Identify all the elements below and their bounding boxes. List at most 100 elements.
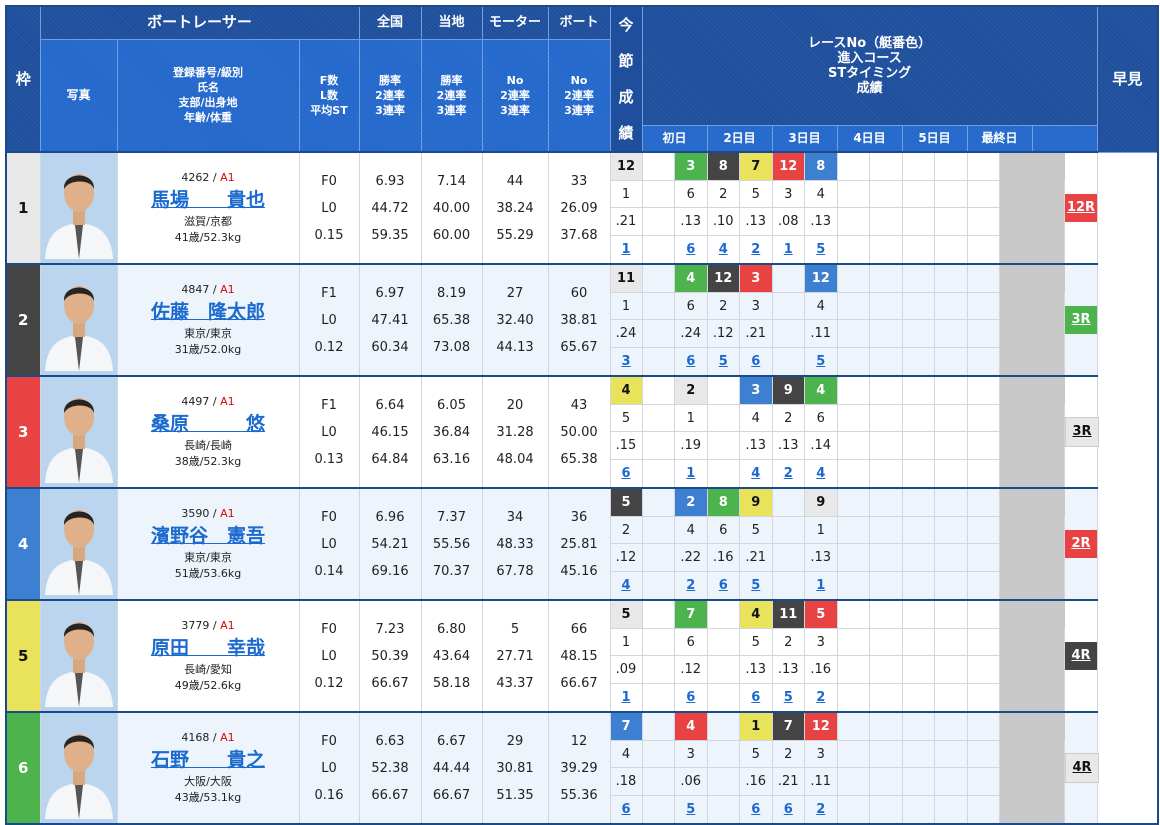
race-result-link[interactable]: 2 [816,802,826,818]
hayami-cell: 3R [1064,375,1099,489]
racer-name-link[interactable]: 石野 貴之 [150,749,265,771]
empty-day-cell [1031,207,1065,237]
local-value: 40.00 [432,200,471,216]
empty-day-cell [1031,431,1065,461]
racer-name-link[interactable]: 馬場 貴也 [150,189,265,211]
empty-cell [901,598,935,629]
race-result-link[interactable]: 6 [686,242,696,258]
empty-cell [934,571,968,601]
hayami-race-button[interactable]: 2R [1065,530,1097,558]
national-value: 60.34 [371,339,409,355]
local-stats: 6.67 44.44 66.67 [420,711,483,825]
race-number: 4 [609,374,643,405]
race-result-link[interactable]: 1 [621,242,631,258]
local-value: 8.19 [437,285,466,301]
empty-cell [771,347,805,377]
racer-name-link[interactable]: 濱野谷 憲吾 [150,525,265,547]
race-result-link[interactable]: 2 [783,466,793,482]
race-number: 11 [609,262,643,293]
empty-day-cell [999,598,1033,629]
st-timing: .12 [609,543,643,573]
empty-cell [706,403,740,433]
entry-course: 5 [739,627,773,657]
motor-value: 51.35 [496,787,534,803]
race-result-link[interactable]: 6 [751,802,761,818]
empty-day-cell [1031,655,1065,685]
race-result-link[interactable]: 5 [816,242,826,258]
empty-cell [901,543,935,573]
race-result-link[interactable]: 5 [816,354,826,370]
fl-stats: F0 L0 0.16 [298,711,360,825]
day-header [1031,124,1098,153]
hayami-race-button[interactable]: 4R [1065,642,1097,670]
entry-course: 4 [674,515,708,545]
empty-cell [934,795,968,825]
empty-cell [934,374,968,405]
race-result-link[interactable]: 3 [621,354,631,370]
race-result-link[interactable]: 6 [686,690,696,706]
race-result-link[interactable]: 4 [816,466,826,482]
fl-stats: F0 L0 0.15 [298,151,360,265]
race-result-link[interactable]: 1 [686,466,696,482]
day-header: 2日目 [706,124,773,153]
branch-birthplace: 大阪/大阪 [184,775,232,788]
motor-value: 55.29 [496,227,534,243]
day-header: 3日目 [771,124,838,153]
h-line: 氏名 [197,81,219,95]
race-result-link[interactable]: 4 [718,242,728,258]
race-result-link[interactable]: 6 [718,578,728,594]
race-result-link[interactable]: 5 [751,578,761,594]
hayami-header: 早見 [1096,5,1159,153]
race-result-link[interactable]: 1 [783,242,793,258]
race-result-link[interactable]: 5 [718,354,728,370]
race-result-link[interactable]: 2 [816,690,826,706]
empty-cell [901,235,935,265]
race-result-link[interactable]: 5 [686,802,696,818]
local-value: 6.80 [437,621,466,637]
race-result-link[interactable]: 6 [621,802,631,818]
race-result-link[interactable]: 4 [621,578,631,594]
race-result-link[interactable]: 6 [783,802,793,818]
hayami-race-button[interactable]: 3R [1065,417,1099,447]
race-result-link[interactable]: 1 [621,690,631,706]
race-result-link[interactable]: 6 [751,354,761,370]
h-line: F数 [319,73,339,87]
racer-name-link[interactable]: 佐藤 隆太郎 [150,301,265,323]
race-result-link[interactable]: 6 [686,354,696,370]
race-result-link[interactable]: 6 [621,466,631,482]
race-result-link[interactable]: 1 [816,578,826,594]
age-weight: 31歳/52.0kg [174,343,242,356]
empty-cell [836,150,870,181]
motor-sub-header: No 2連率 3連率 [481,38,549,153]
national-sub-header: 勝率 2連率 3連率 [358,38,422,153]
racer-info: 4847 / A1 佐藤 隆太郎 東京/東京 31歳/52.0kg [116,263,300,377]
empty-day-cell [999,710,1033,741]
motor-value: 38.24 [496,200,534,216]
hayami-race-button[interactable]: 12R [1065,194,1097,222]
empty-cell [641,655,675,685]
fl-header: F数 L数 平均ST [298,38,360,153]
boat-stats: 36 25.81 45.16 [547,487,611,601]
hayami-race-button[interactable]: 4R [1065,753,1099,783]
racer-name-link[interactable]: 原田 幸哉 [150,637,265,659]
st-timing: .16 [706,543,740,573]
race-number: 2 [674,486,708,517]
empty-cell [836,795,870,825]
st-timing: .21 [739,543,773,573]
empty-cell [869,150,903,181]
race-result-link[interactable]: 5 [783,690,793,706]
race-result-link[interactable]: 4 [751,466,761,482]
race-result-link[interactable]: 6 [751,690,761,706]
racer-name-link[interactable]: 桑原 悠 [150,413,265,435]
empty-cell [934,655,968,685]
local-stats: 8.19 65.38 73.08 [420,263,483,377]
race-number: 11 [771,598,805,629]
h-line: L数 [319,88,338,102]
local-value: 65.38 [432,312,471,328]
empty-cell [966,374,1000,405]
hayami-race-button[interactable]: 3R [1065,306,1097,334]
motor-value: 43.37 [496,675,534,691]
age-weight: 49歳/52.6kg [174,679,242,692]
race-result-link[interactable]: 2 [751,242,761,258]
race-result-link[interactable]: 2 [686,578,696,594]
